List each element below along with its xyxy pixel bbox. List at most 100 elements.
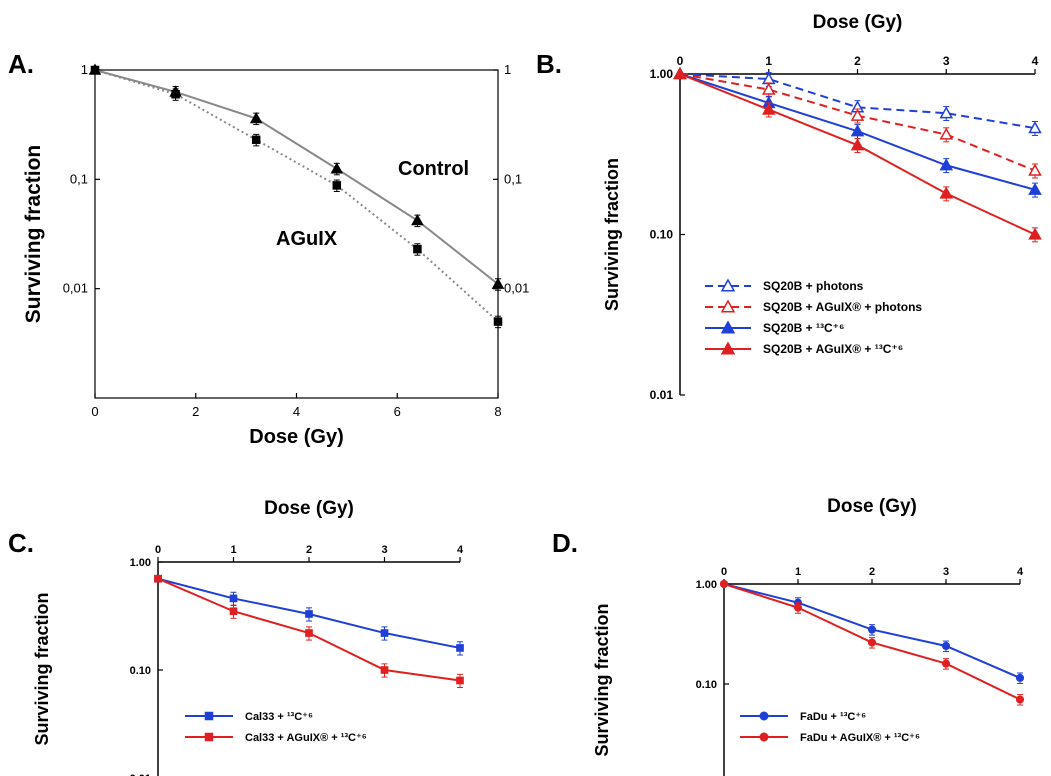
panel-label-c: C. [8, 528, 34, 558]
x-tick-label: 0 [721, 566, 727, 578]
data-point [939, 158, 954, 171]
x-tick-label: 6 [394, 404, 401, 419]
data-point [332, 181, 342, 190]
x-tick-label: 2 [854, 54, 861, 68]
y-tick-label: 0.10 [696, 679, 717, 691]
panel-a-chart: 0 2 4 6 8 1 1 0,1 0,1 0,01 0,01 Dose (Gy) Surviving … [22, 62, 529, 448]
data-point [251, 135, 261, 145]
x-axis-label: Dose (Gy) [249, 426, 343, 448]
data-point [1028, 227, 1042, 240]
legend-label: Cal33 + AGuIX® + ¹³C⁺⁶ [245, 732, 367, 744]
y-tick-label: 0,01 [63, 281, 88, 296]
series-label: Control [398, 158, 469, 180]
series-line [679, 73, 1036, 236]
x-axis-label: Dose (Gy) [813, 12, 903, 33]
y-tick-label: 1.00 [130, 557, 151, 569]
panel-label-d: D. [552, 528, 578, 558]
x-tick-label: 3 [943, 566, 949, 578]
legend-label: FaDu + AGuIX® + ¹³C⁺⁶ [800, 732, 920, 744]
y-tick-label: 1 [81, 62, 88, 77]
data-point [719, 579, 729, 589]
y-tick-label: 0.01 [130, 773, 151, 776]
data-point [1028, 163, 1042, 176]
y-tick-label: 1.00 [696, 579, 717, 591]
legend-marker [720, 299, 736, 313]
data-point [793, 603, 803, 612]
y-tick-label-right: 0,01 [504, 281, 529, 296]
legend-marker [204, 732, 214, 742]
data-point [411, 213, 424, 226]
x-tick-label: 1 [765, 54, 772, 68]
data-point [941, 641, 951, 651]
data-point [850, 138, 865, 151]
y-tick-label: 0.10 [130, 665, 151, 677]
y-tick-label: 1.00 [650, 67, 674, 81]
x-tick-label: 4 [1032, 54, 1039, 68]
x-tick-label: 3 [943, 54, 950, 68]
legend-label: SQ20B + AGuIX® + photons [763, 300, 922, 314]
data-point [1028, 121, 1042, 134]
legend-label: FaDu + ¹³C⁺⁶ [800, 711, 866, 723]
data-point [305, 629, 313, 637]
legend-marker [759, 711, 769, 721]
data-point [305, 610, 313, 618]
data-point [413, 244, 422, 254]
legend-marker [204, 711, 214, 721]
data-point [456, 676, 464, 685]
data-point [90, 65, 100, 75]
data-point [380, 666, 389, 674]
x-tick-label: 0 [91, 404, 98, 419]
data-point [493, 317, 503, 326]
data-point [1015, 673, 1025, 682]
data-point [1028, 182, 1042, 195]
x-tick-label: 0 [677, 54, 684, 68]
y-tick-label-right: 0,1 [504, 171, 522, 186]
legend-label: SQ20B + AGuIX® + ¹³C⁺⁶ [763, 342, 903, 356]
legend-label: SQ20B + ¹³C⁺⁶ [763, 321, 845, 335]
chart-layer: 0 2 4 6 8 1 1 0,1 0,1 0,01 0,01 Dose (Gy) Surviving … [22, 12, 1042, 776]
data-point [673, 66, 687, 80]
y-tick-label: 0,1 [70, 171, 88, 186]
y-axis-label: Surviving fraction [602, 158, 622, 311]
x-tick-label: 2 [306, 544, 312, 556]
data-point [939, 127, 954, 140]
legend-marker [720, 320, 736, 334]
y-axis-label: Surviving fraction [592, 603, 612, 756]
x-tick-label: 8 [494, 404, 501, 419]
x-tick-label: 1 [230, 544, 236, 556]
x-tick-label: 1 [795, 566, 801, 578]
data-point [939, 186, 954, 199]
legend-label: SQ20B + photons [763, 279, 864, 293]
data-point [380, 629, 389, 637]
data-point [491, 277, 505, 289]
x-tick-label: 4 [293, 404, 300, 419]
data-point [456, 644, 464, 652]
data-point [1015, 695, 1025, 704]
legend-label: Cal33 + ¹³C⁺⁶ [245, 711, 313, 723]
legend-marker [759, 732, 769, 742]
data-point [867, 638, 877, 647]
x-axis-label: Dose (Gy) [264, 498, 354, 519]
data-point [249, 111, 263, 124]
data-point [941, 659, 951, 668]
data-point [330, 162, 344, 174]
y-tick-label: 0.01 [650, 388, 674, 402]
data-point [850, 124, 865, 137]
data-point [850, 108, 865, 121]
panel-label-a: A. [8, 49, 34, 79]
x-tick-label: 0 [155, 544, 161, 556]
series-line [94, 69, 499, 285]
legend-marker [720, 341, 736, 355]
x-tick-label: 3 [381, 544, 387, 556]
y-tick-label: 0.10 [650, 228, 674, 242]
y-axis-label: Surviving fraction [32, 592, 52, 745]
data-point [229, 594, 238, 603]
legend-marker [720, 278, 736, 292]
x-tick-label: 2 [869, 566, 875, 578]
x-axis-label: Dose (Gy) [827, 496, 917, 517]
data-point [867, 625, 877, 634]
y-axis-label: Surviving fraction [22, 145, 45, 324]
data-point [939, 106, 954, 119]
